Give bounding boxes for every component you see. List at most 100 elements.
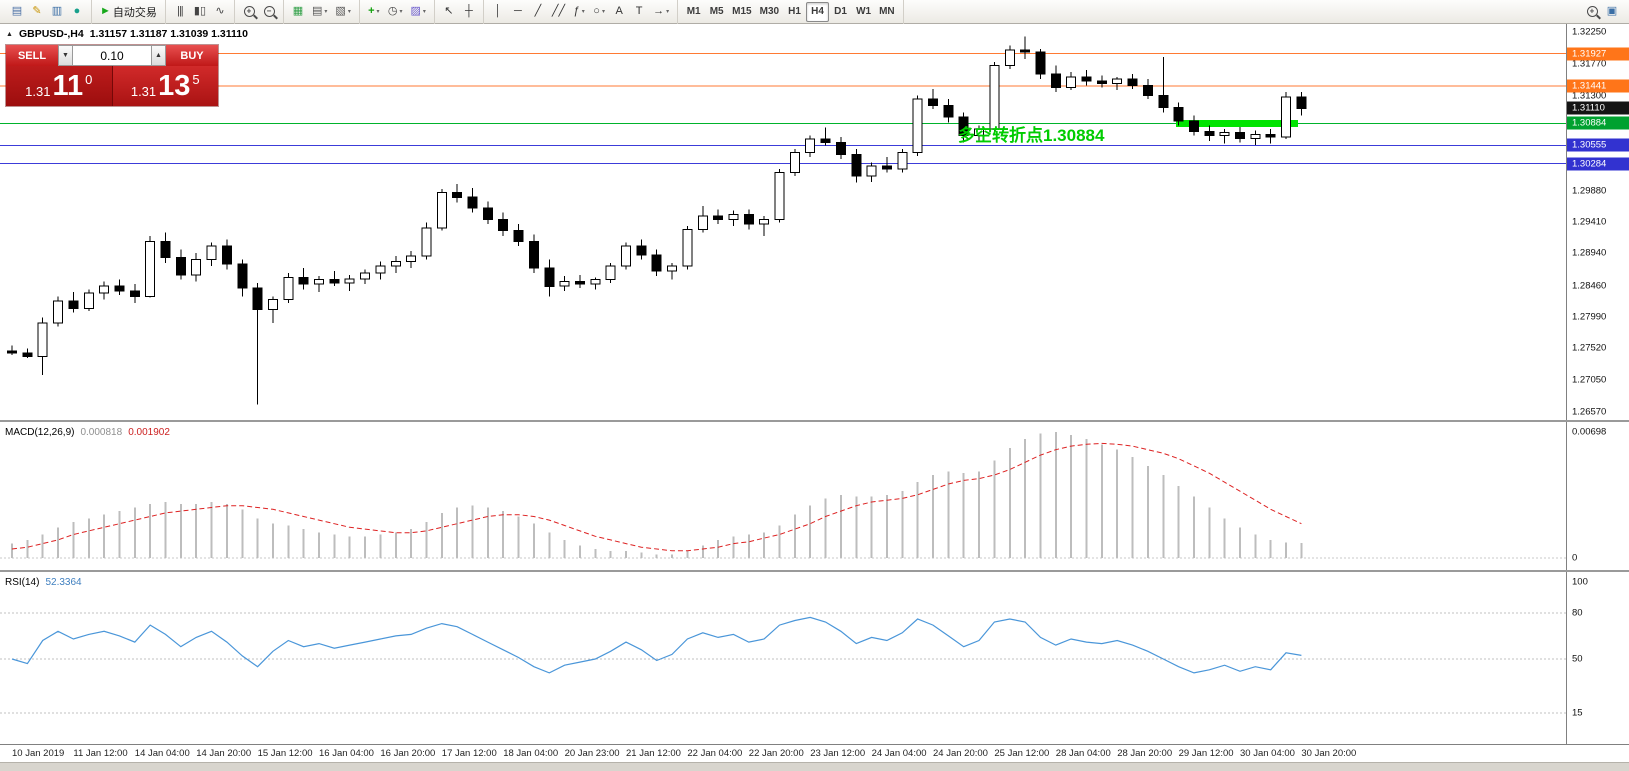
- toolbar-group-windows: ▦ ▤ ▾ ▧ ▾: [284, 0, 360, 24]
- arrows-icon[interactable]: → ▾: [649, 2, 673, 22]
- bear-candle-body: [22, 352, 33, 357]
- bear-candle-body: [252, 287, 263, 311]
- search-symbols-icon[interactable]: [1582, 2, 1602, 22]
- bear-candle-body: [881, 165, 892, 170]
- macd-indicator-chart[interactable]: [0, 422, 1567, 570]
- toolbar-group-autotrading: ► 自动交易: [92, 0, 166, 24]
- support-zone-highlight[interactable]: [1176, 119, 1298, 127]
- rsi-panel: RSI(14) 52.3364 100 80 50 15: [0, 572, 1629, 744]
- toolbar-group-chart-tools: + ▾ ◷ ▾ ▨ ▾: [360, 0, 435, 24]
- bear-candle-body: [1189, 120, 1199, 133]
- rsi-axis[interactable]: 100 80 50 15: [1566, 572, 1629, 744]
- horizontal-line-icon[interactable]: ─: [508, 2, 528, 22]
- bear-candle-body: [943, 105, 954, 118]
- price-badge-support-lower: 1.30284: [1567, 157, 1629, 171]
- bull-candle-body: [436, 192, 447, 229]
- candlestick-chart-icon[interactable]: ▮▯: [190, 2, 210, 22]
- metaeditor-icon-glyph: ✎: [32, 5, 42, 17]
- vertical-line-icon-glyph: │: [494, 5, 502, 17]
- toolbar-group-zoom: [235, 0, 284, 24]
- indicators-icon[interactable]: + ▾: [364, 2, 384, 22]
- equidistant-channel-icon[interactable]: ╱╱: [548, 2, 569, 22]
- price-tick: 1.29880: [1572, 185, 1607, 197]
- bar-chart-icon[interactable]: |||: [170, 2, 190, 22]
- rsi-indicator-chart[interactable]: [0, 572, 1567, 744]
- terminal-icon[interactable]: ▥: [47, 2, 67, 22]
- bull-candle-body: [37, 322, 48, 357]
- buy-price-button[interactable]: 1.31 13 5: [112, 66, 218, 106]
- timeframe-m1[interactable]: M1: [682, 2, 705, 22]
- metaeditor-icon[interactable]: ✎: [27, 2, 47, 22]
- bear-candle-body: [329, 279, 340, 284]
- sell-button[interactable]: SELL: [6, 45, 58, 66]
- chat-icon[interactable]: ▣: [1602, 2, 1622, 22]
- trendline-icon[interactable]: ╱: [528, 2, 548, 22]
- timeframe-d1[interactable]: D1: [829, 2, 852, 22]
- volume-input[interactable]: 0.10: [73, 45, 151, 66]
- timeframe-m15[interactable]: M15: [728, 2, 755, 22]
- time-label: 10 Jan 2019: [12, 748, 65, 759]
- price-badge-pivot: 1.30884: [1567, 116, 1629, 130]
- fibonacci-icon[interactable]: ƒ ▾: [569, 2, 589, 22]
- timeframe-m30[interactable]: M30: [756, 2, 783, 22]
- bull-candle-body: [1004, 49, 1015, 66]
- autotrading-button[interactable]: ► 自动交易: [96, 2, 161, 22]
- macd-name: MACD(12,26,9): [5, 427, 75, 438]
- bear-candle-body: [1050, 73, 1061, 89]
- bear-candle-body: [467, 196, 478, 209]
- buy-button[interactable]: BUY: [166, 45, 218, 66]
- profiles-icon[interactable]: ▧ ▾: [331, 2, 354, 22]
- bull-candle-body: [390, 261, 401, 267]
- bear-candle-body: [68, 300, 79, 309]
- vertical-line-icon[interactable]: │: [488, 2, 508, 22]
- bear-candle-body: [482, 207, 493, 220]
- macd-signal-line: [11, 442, 1302, 552]
- text-label-icon[interactable]: T: [629, 2, 649, 22]
- chevron-down-icon: ▾: [601, 8, 605, 15]
- zoom-out-icon[interactable]: [259, 2, 279, 22]
- timeframe-h4[interactable]: H4: [806, 1, 830, 22]
- macd-tick: 0.00698: [1572, 426, 1607, 438]
- time-axis[interactable]: 10 Jan 2019 11 Jan 12:00 14 Jan 04:00 14 Ja…: [0, 744, 1629, 762]
- bull-candle-body: [989, 65, 1000, 130]
- time-label: 21 Jan 12:00: [626, 748, 681, 759]
- crosshair-icon[interactable]: ┼: [459, 2, 479, 22]
- tile-windows-icon[interactable]: ▦: [288, 2, 308, 22]
- volume-decrease-button[interactable]: ▼: [58, 45, 73, 66]
- time-label: 28 Jan 20:00: [1117, 748, 1173, 759]
- timeframe-mn[interactable]: MN: [875, 2, 899, 22]
- panel-splitter-rsi[interactable]: [0, 570, 1629, 572]
- sell-price-button[interactable]: 1.31 11 0: [6, 66, 113, 106]
- timeframe-h1[interactable]: H1: [783, 2, 806, 22]
- community-icon[interactable]: ●: [67, 2, 87, 22]
- panel-splitter-macd[interactable]: [0, 420, 1629, 422]
- line-chart-icon[interactable]: ∿: [210, 2, 230, 22]
- shapes-icon[interactable]: ○ ▾: [589, 2, 609, 22]
- new-order-icon[interactable]: ▤: [7, 2, 27, 22]
- text-icon[interactable]: A: [609, 2, 629, 22]
- price-tick: 1.27050: [1572, 374, 1607, 386]
- bull-candle-body: [191, 259, 202, 276]
- new-chart-icon[interactable]: ▤ ▾: [308, 2, 331, 22]
- chart-title: ▲ GBPUSD-,H4 1.31157 1.31187 1.31039 1.3…: [6, 28, 248, 40]
- templates-icon[interactable]: ▨ ▾: [406, 2, 429, 22]
- bear-candle-body: [851, 153, 862, 177]
- macd-axis[interactable]: 0.00698 0: [1566, 422, 1629, 570]
- volume-increase-button[interactable]: ▲: [151, 45, 166, 66]
- timeframe-d1-label: D1: [834, 5, 847, 17]
- timeframe-w1[interactable]: W1: [852, 2, 875, 22]
- bull-candle-body: [897, 151, 908, 170]
- time-label: 23 Jan 12:00: [810, 748, 866, 759]
- price-tick: 1.29410: [1572, 216, 1607, 228]
- price-axis[interactable]: 1.32250 1.31770 1.31300 1.29880 1.29410 1.289…: [1566, 24, 1629, 420]
- bear-candle-body: [1020, 49, 1031, 53]
- cursor-icon[interactable]: ↖: [439, 2, 459, 22]
- pivot-annotation-text[interactable]: 多空转折点1.30884: [958, 126, 1105, 145]
- periods-icon[interactable]: ◷ ▾: [384, 2, 407, 22]
- candlestick-chart[interactable]: [0, 24, 1567, 420]
- one-click-toggle-icon[interactable]: ▲: [6, 30, 13, 38]
- bar-chart-icon-glyph: |||: [177, 5, 184, 17]
- bull-candle-body: [421, 227, 432, 257]
- zoom-in-icon[interactable]: [239, 2, 259, 22]
- timeframe-m5[interactable]: M5: [705, 2, 728, 22]
